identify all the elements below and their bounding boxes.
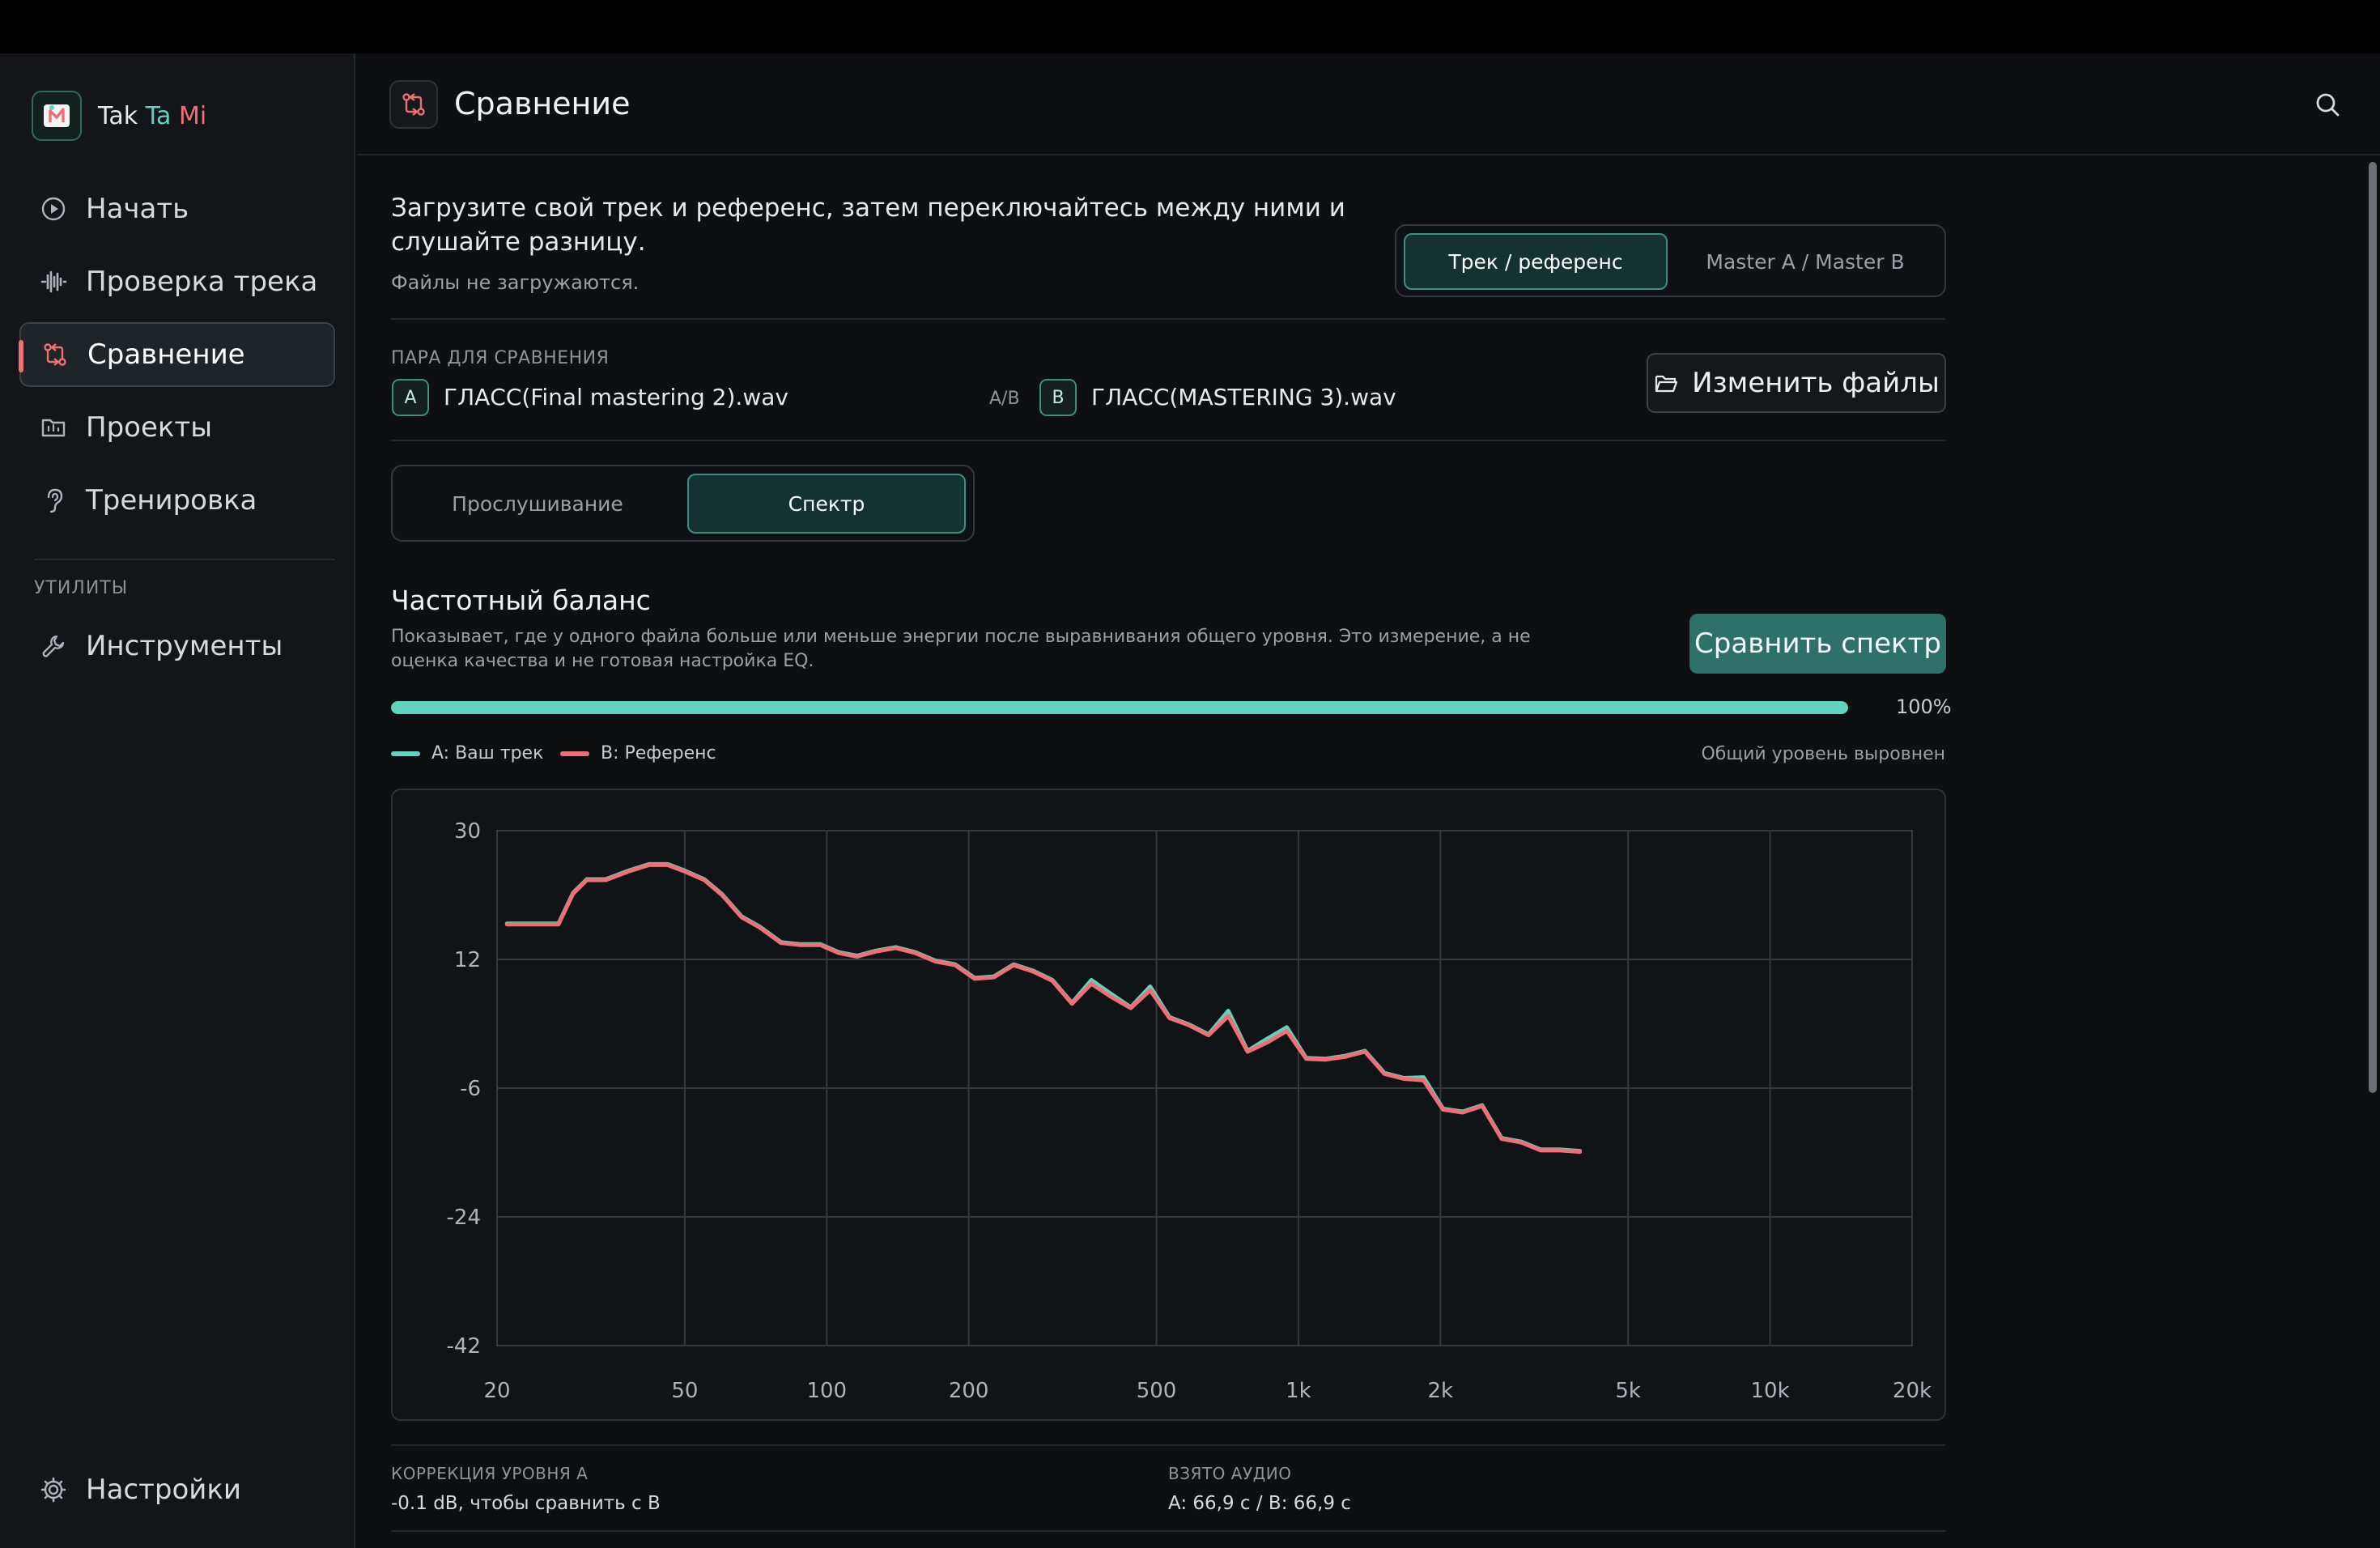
legend-swatch-a [391, 751, 420, 756]
x-tick-label: 20k [1893, 1379, 1932, 1403]
gear-icon [40, 1477, 66, 1503]
mode-toggle: Трек / референс Master A / Master B [1395, 224, 1946, 297]
folder-open-icon [1655, 375, 1678, 393]
window-top-bar [0, 0, 2380, 53]
ab-label: A/B [989, 389, 1020, 409]
x-tick-label: 20 [483, 1379, 510, 1403]
x-tick-label: 200 [949, 1379, 989, 1403]
file-b-name: ГЛАСС(MASTERING 3).wav [1091, 384, 1396, 410]
y-tick-label: -6 [460, 1077, 481, 1101]
x-tick-label: 2k [1428, 1379, 1454, 1403]
ear-icon [47, 488, 63, 513]
file-a-badge: A [392, 379, 429, 416]
sidebar-item-projects[interactable]: Проекты [19, 395, 335, 460]
x-tick-label: 100 [806, 1379, 847, 1403]
sidebar: Tak Ta Mi Начать Проверка трека Сравнени… [0, 53, 355, 1548]
sidebar-item-settings[interactable]: Настройки [19, 1457, 335, 1522]
series-line-a [504, 861, 1583, 1154]
waveform-icon [40, 270, 67, 293]
change-files-label: Изменить файлы [1692, 367, 1940, 399]
sidebar-item-label: Начать [86, 193, 189, 225]
spectrum-chart: 20 50 100 200 500 1k 2k 5k 10k 20k 30 12 -6 -24 -42 [391, 789, 1946, 1421]
section-title: Частотный баланс [391, 585, 651, 616]
play-circle-icon [41, 197, 66, 221]
sidebar-item-label: Тренировка [86, 484, 257, 517]
legend-swatch-b [560, 751, 589, 756]
y-tick-label: 12 [454, 948, 481, 972]
mode-master-ab[interactable]: Master A / Master B [1706, 249, 1905, 274]
x-tick-label: 50 [671, 1379, 698, 1403]
file-b-badge: B [1039, 379, 1077, 416]
view-listen[interactable]: Прослушивание [452, 491, 623, 516]
search-button[interactable] [2309, 86, 2346, 123]
page-header: Сравнение [357, 53, 2380, 155]
sidebar-item-label: Сравнение [87, 338, 245, 371]
pair-label: ПАРА ДЛЯ СРАВНЕНИЯ [391, 348, 610, 368]
audio-taken-label: ВЗЯТО АУДИО [1168, 1464, 1292, 1483]
view-spectrum[interactable]: Спектр [687, 474, 966, 534]
x-tick-label: 5k [1615, 1379, 1641, 1403]
y-tick-label: 30 [454, 819, 481, 844]
y-tick-label: -24 [447, 1206, 481, 1230]
series-line-b [504, 862, 1583, 1155]
change-files-button[interactable]: Изменить файлы [1647, 353, 1946, 413]
x-tick-label: 1k [1286, 1379, 1311, 1403]
level-correction-label: КОРРЕКЦИЯ УРОВНЯ А [391, 1464, 589, 1483]
file-a-name: ГЛАСС(Final mastering 2).wav [444, 384, 788, 410]
sidebar-item-label: Проекты [86, 411, 213, 444]
app-name-part2: Ta [145, 101, 172, 130]
audio-taken-value: A: 66,9 с / B: 66,9 с [1168, 1493, 1351, 1514]
progress-bar [391, 701, 1848, 714]
y-tick-label: -42 [447, 1334, 481, 1359]
app-name-part1: Tak [98, 101, 138, 130]
folder-icon [41, 419, 66, 437]
app-name-part3: Mi [178, 101, 207, 130]
brand[interactable]: Tak Ta Mi [32, 90, 206, 142]
x-tick-label: 10k [1751, 1379, 1790, 1403]
sidebar-item-label: Настройки [86, 1474, 242, 1506]
sidebar-divider [34, 559, 335, 560]
compare-arrows-icon [389, 80, 438, 129]
divider [391, 440, 1945, 441]
scrollbar[interactable] [2369, 162, 2377, 1093]
app-logo-icon [32, 91, 82, 141]
intro-text: Загрузите свой трек и референс, затем пе… [391, 194, 1345, 257]
view-toggle: Прослушивание Спектр [391, 465, 975, 542]
sidebar-item-start[interactable]: Начать [19, 176, 335, 241]
sidebar-item-tools[interactable]: Инструменты [19, 614, 335, 678]
progress-percent: 100% [1896, 695, 1952, 718]
progress-fill [391, 701, 1848, 714]
x-tick-label: 500 [1137, 1379, 1177, 1403]
wrench-icon [42, 635, 65, 657]
legend-label-b: B: Референс [601, 743, 716, 763]
sidebar-section-label: УТИЛИТЫ [34, 578, 129, 598]
app-name: Tak Ta Mi [98, 102, 206, 130]
intro-subtext: Файлы не загружаются. [391, 271, 640, 294]
search-icon [2316, 93, 2340, 117]
divider [391, 1444, 1945, 1446]
sidebar-item-compare[interactable]: Сравнение [19, 322, 335, 387]
mode-track-reference[interactable]: Трек / референс [1404, 233, 1668, 290]
sidebar-item-label: Инструменты [86, 630, 283, 662]
section-description: Показывает, где у одного файла больше ил… [391, 627, 1531, 671]
level-note: Общий уровень выровнен [1701, 744, 1945, 764]
divider [391, 318, 1945, 320]
legend-label-a: A: Ваш трек [431, 743, 544, 763]
sidebar-item-label: Проверка трека [86, 266, 318, 298]
compare-spectrum-button[interactable]: Сравнить спектр [1689, 614, 1946, 674]
spectrum-chart-svg: 20 50 100 200 500 1k 2k 5k 10k 20k 30 12 -6 -24 -42 [447, 819, 1932, 1403]
divider [391, 1530, 1945, 1532]
compare-arrows-icon [44, 343, 66, 366]
sidebar-item-training[interactable]: Тренировка [19, 468, 335, 533]
legend-item-b: B: Референс [560, 743, 716, 763]
level-correction-value: -0.1 dB, чтобы сравнить с B [391, 1493, 661, 1514]
sidebar-item-track-check[interactable]: Проверка трека [19, 249, 335, 314]
page-title: Сравнение [454, 86, 631, 121]
legend-item-a: A: Ваш трек [391, 743, 543, 763]
